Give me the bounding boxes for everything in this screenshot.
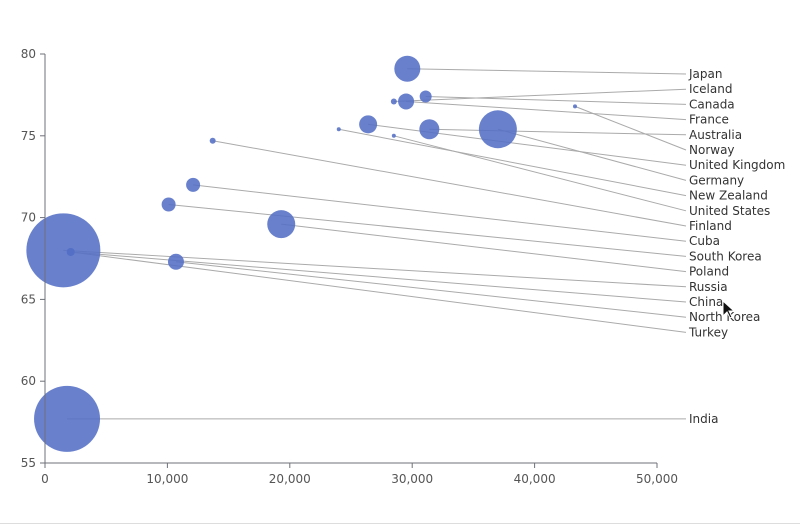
- leader-line-new-zealand: [338, 128, 687, 197]
- leader-line-france: [406, 100, 687, 121]
- label-finland: Finland: [689, 219, 732, 233]
- label-poland: Poland: [689, 265, 729, 279]
- leader-line-poland: [281, 223, 687, 273]
- label-united-kingdom: United Kingdom: [689, 158, 785, 172]
- bottom-divider: [0, 523, 800, 524]
- point-turkey[interactable]: [66, 247, 75, 256]
- point-south-korea[interactable]: [161, 197, 176, 212]
- x-tick-label: 10,000: [146, 472, 188, 486]
- x-tick-label: 50,000: [636, 472, 678, 486]
- leader-line-turkey: [70, 251, 687, 333]
- leader-lines: [63, 68, 687, 420]
- point-new-zealand[interactable]: [336, 127, 341, 132]
- leader-line-australia: [429, 128, 687, 136]
- leader-line-north-korea: [175, 261, 687, 318]
- x-tick-label: 40,000: [514, 472, 556, 486]
- leader-line-norway: [574, 105, 687, 151]
- country-labels: JapanIcelandCanadaFranceAustraliaNorwayU…: [688, 67, 785, 426]
- leader-line-japan: [407, 68, 687, 75]
- leader-line-finland: [212, 140, 687, 227]
- label-norway: Norway: [689, 143, 735, 157]
- label-germany: Germany: [689, 173, 744, 187]
- leader-line-united-kingdom: [368, 123, 687, 166]
- point-iceland[interactable]: [390, 98, 397, 105]
- y-tick-label: 75: [21, 129, 36, 143]
- label-australia: Australia: [689, 128, 742, 142]
- y-tick-label: 55: [21, 456, 36, 470]
- data-points: [26, 55, 577, 452]
- leader-line-iceland: [393, 88, 687, 102]
- label-canada: Canada: [689, 97, 735, 111]
- point-germany[interactable]: [478, 110, 517, 149]
- x-tick-label: 0: [41, 472, 49, 486]
- point-cuba[interactable]: [186, 177, 201, 192]
- label-china: China: [689, 295, 723, 309]
- point-north-korea[interactable]: [167, 253, 184, 270]
- point-norway[interactable]: [572, 104, 577, 109]
- point-russia[interactable]: [26, 213, 101, 288]
- y-tick-label: 65: [21, 292, 36, 306]
- leader-line-south-korea: [168, 204, 687, 257]
- leader-line-russia: [63, 249, 687, 288]
- point-australia[interactable]: [419, 119, 440, 140]
- leader-line-cuba: [193, 184, 687, 242]
- label-united-states: United States: [689, 204, 770, 218]
- label-south-korea: South Korea: [689, 249, 762, 263]
- point-canada[interactable]: [419, 90, 432, 103]
- leader-line-united-states: [393, 135, 687, 212]
- label-japan: Japan: [688, 67, 722, 81]
- x-tick-label: 30,000: [391, 472, 433, 486]
- label-russia: Russia: [689, 280, 728, 294]
- point-united-kingdom[interactable]: [359, 115, 378, 134]
- point-india[interactable]: [34, 385, 101, 452]
- label-cuba: Cuba: [689, 234, 720, 248]
- label-iceland: Iceland: [689, 82, 732, 96]
- x-tick-label: 20,000: [269, 472, 311, 486]
- point-united-states[interactable]: [391, 133, 396, 138]
- y-tick-label: 80: [21, 47, 36, 61]
- label-new-zealand: New Zealand: [689, 189, 768, 203]
- mouse-cursor-icon: [722, 299, 736, 319]
- leader-line-china: [70, 251, 687, 303]
- label-north-korea: North Korea: [689, 310, 760, 324]
- label-turkey: Turkey: [688, 325, 728, 339]
- label-india: India: [689, 412, 718, 426]
- point-japan[interactable]: [394, 55, 421, 82]
- y-tick-label: 60: [21, 374, 36, 388]
- point-poland[interactable]: [267, 210, 296, 239]
- y-tick-label: 70: [21, 211, 36, 225]
- label-france: France: [689, 113, 729, 127]
- leader-line-germany: [497, 128, 687, 181]
- point-france[interactable]: [398, 93, 415, 110]
- axes: 55 60 65 70 75 80 0 10,000 20,000 30,000 40,000 50,…: [21, 47, 678, 486]
- leader-line-canada: [425, 96, 687, 105]
- point-finland[interactable]: [209, 137, 216, 144]
